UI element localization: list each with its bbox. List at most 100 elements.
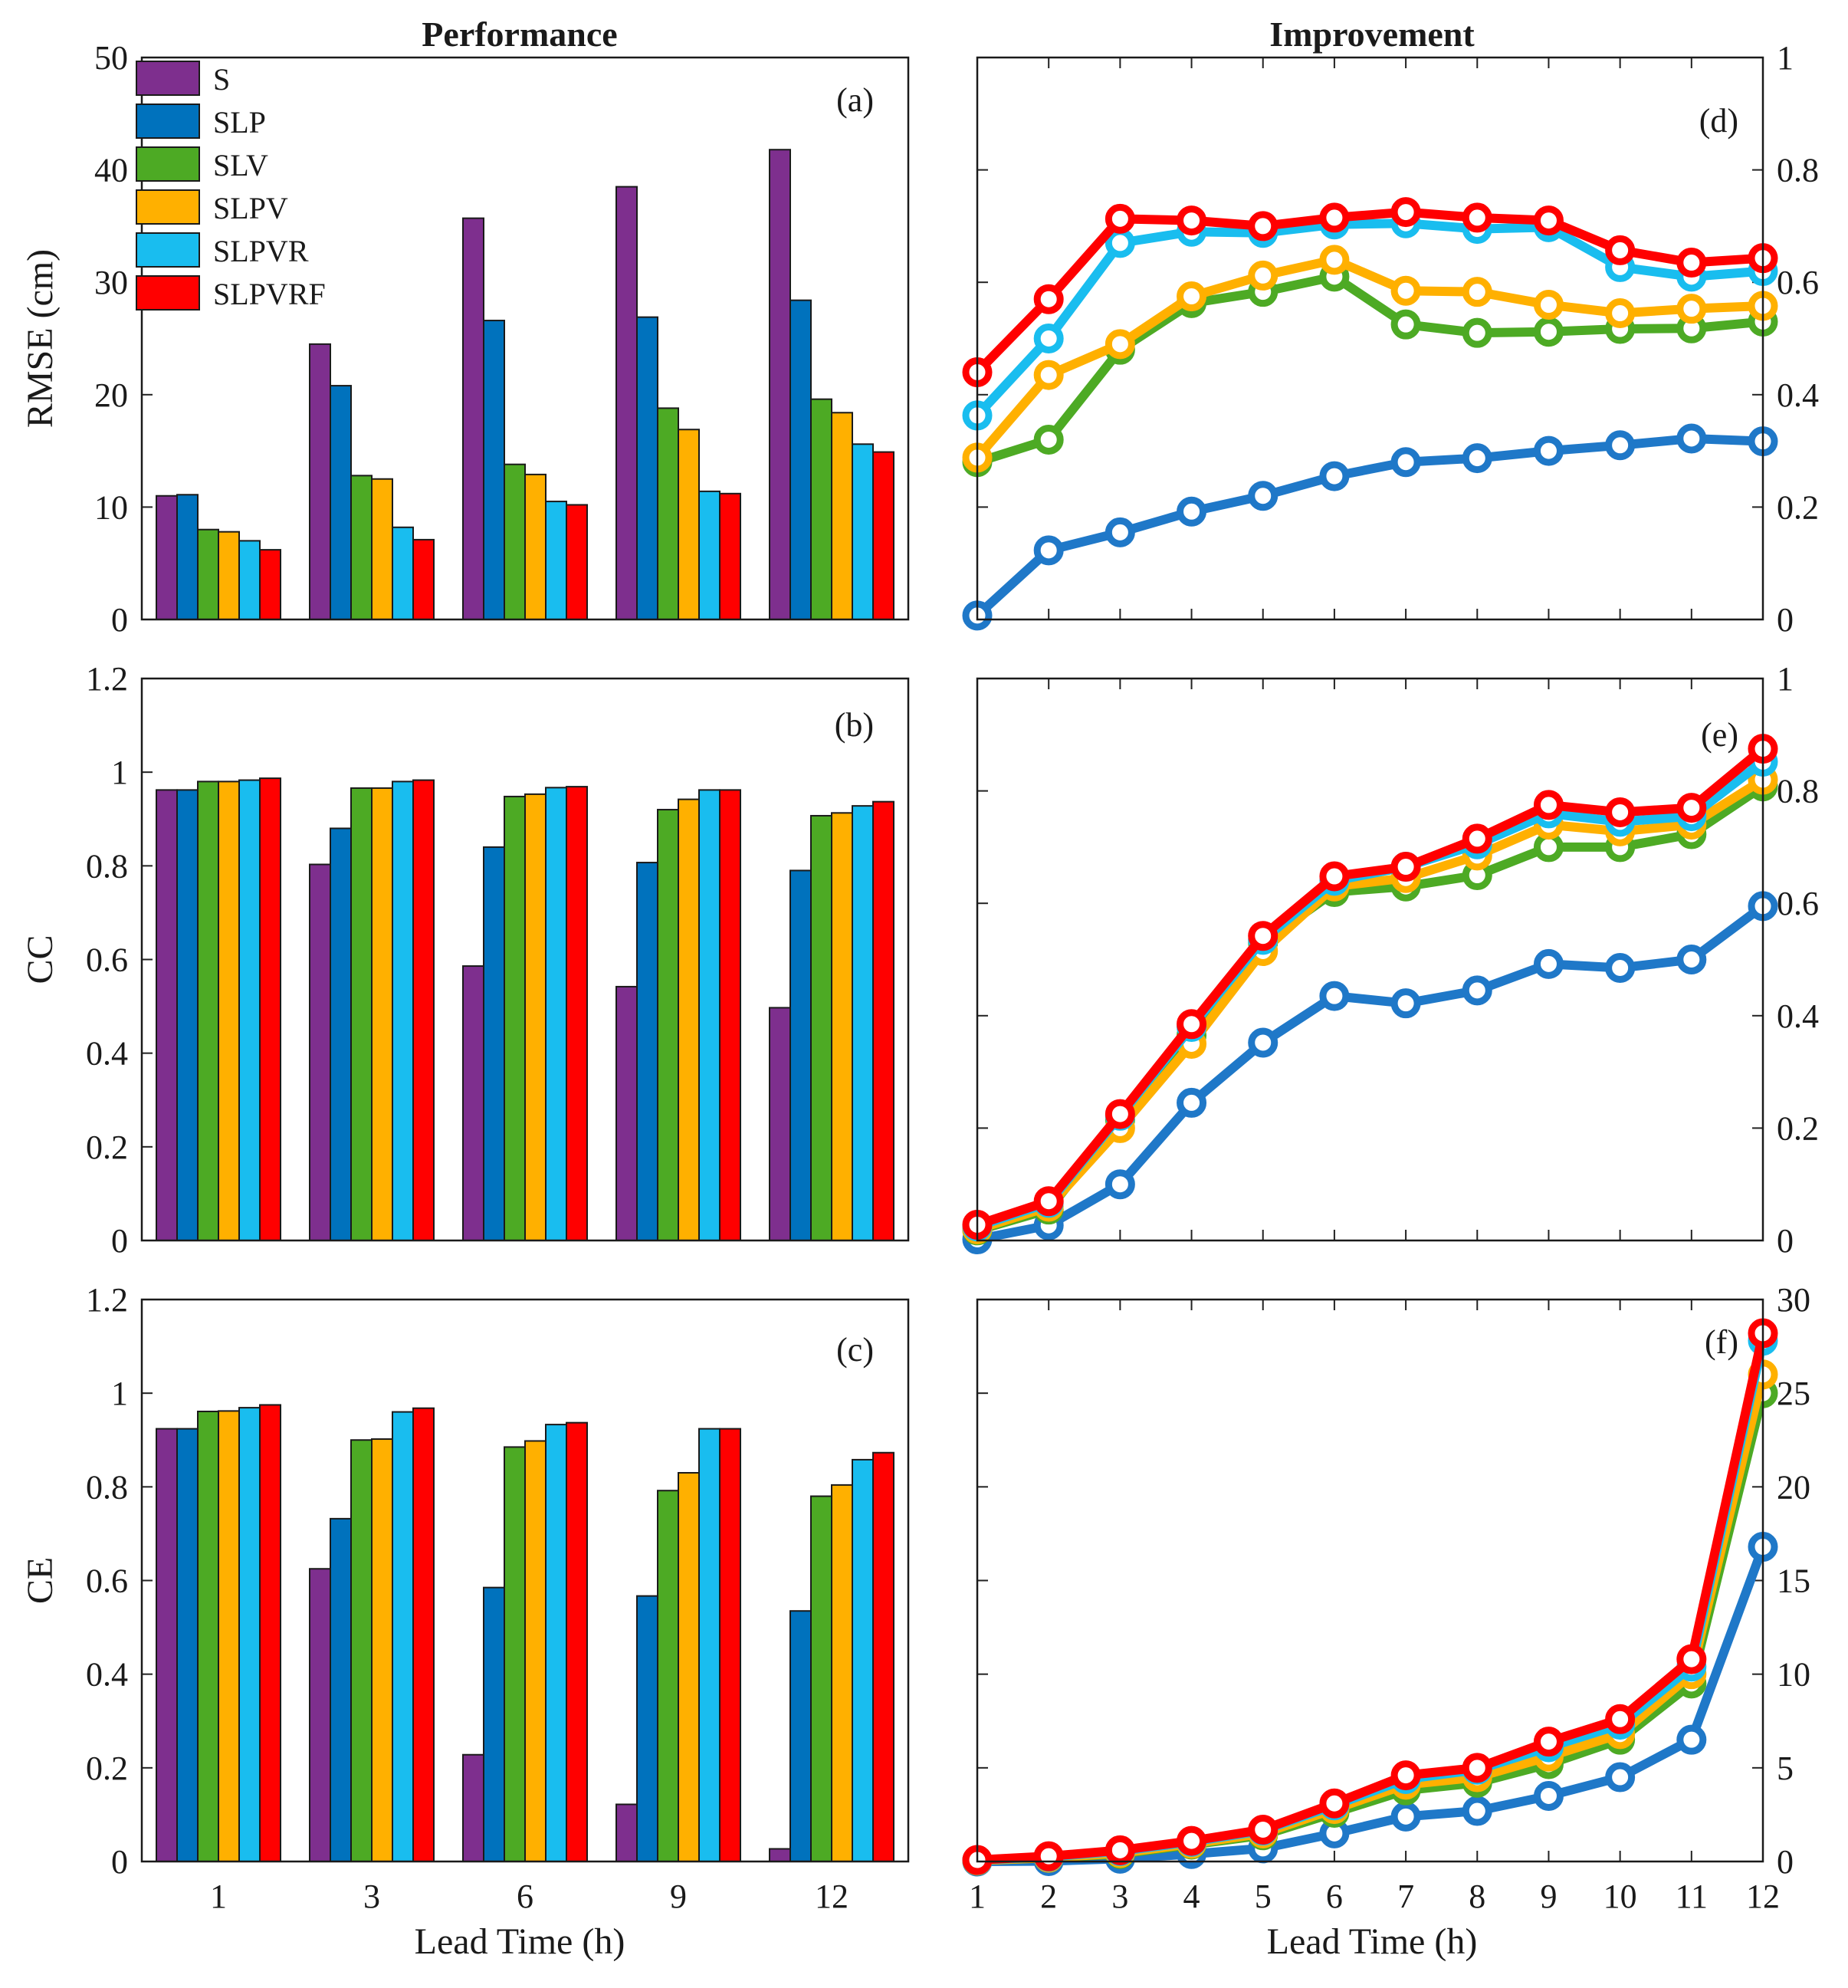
x-tick-label: 1 [969,1878,986,1915]
panel-tag: (b) [835,706,874,744]
bar-slv-9 [657,809,679,1241]
bar-slp-1 [176,1428,199,1862]
legend-swatch-slp [136,104,200,139]
y-tick-label: 0.6 [1777,264,1819,301]
line-slpvrf [977,1332,1768,1865]
point-slpvrf-6 [1319,1788,1350,1819]
y-tick-label: 0.6 [1777,885,1819,922]
bar-slpvrf-1 [259,777,281,1241]
bar-slp-12 [789,869,812,1241]
y-tick-label: 10 [94,488,128,526]
legend-swatch-s [136,61,200,96]
bar-slv-6 [504,795,526,1242]
x-tick-label: 9 [1540,1878,1557,1915]
bar-slpv-9 [678,1472,700,1862]
legend-label-s: S [213,62,230,97]
point-slpvrf-8 [1462,1753,1492,1783]
point-slpvrf-4 [1177,1825,1207,1856]
bar-slv-12 [810,1495,832,1863]
bar-slpvrf-1 [259,549,281,620]
bar-slpvr-6 [545,787,567,1242]
legend-swatch-slv [136,146,200,182]
y-tick-label: 1 [111,1375,128,1412]
point-slpv-6 [1319,245,1350,275]
x-tick-label: 7 [1397,1878,1414,1915]
x-tick-label: 12 [815,1878,849,1915]
bar-slpvr-3 [392,1411,414,1862]
point-slp-6 [1319,461,1350,491]
point-slpv-2 [1033,360,1064,390]
bar-slpvr-12 [852,1458,874,1862]
point-slp-8 [1462,443,1492,474]
bar-slpvrf-3 [412,1407,435,1863]
y-tick-label: 5 [1777,1750,1794,1787]
bar-slp-9 [636,1595,658,1862]
x-tick-label: 5 [1255,1878,1272,1915]
y-tick-label: 10 [1777,1656,1810,1694]
legend-swatch-slpvr [136,232,200,268]
point-slpvrf-9 [1533,1727,1564,1757]
bar-slv-12 [810,814,832,1241]
y-tick-label: 0 [111,1843,128,1881]
line-slv [976,782,1766,1235]
y-tick-label: 1.2 [86,1281,128,1319]
point-slp-3 [1105,517,1135,547]
bar-s-3 [309,343,331,620]
point-slpvrf-4 [1177,205,1207,236]
y-tick-label: 0.6 [86,941,128,979]
bar-s-1 [156,1428,178,1862]
point-slp-7 [1390,1801,1421,1832]
bar-slpvr-12 [852,443,874,621]
bar-s-6 [462,1753,484,1862]
bar-slpvr-6 [545,501,567,620]
bar-slp-3 [330,385,352,620]
bar-slp-3 [330,1517,352,1862]
bar-slpv-12 [831,412,853,620]
point-slp-8 [1462,1796,1492,1826]
point-slpv-3 [1105,329,1135,360]
y-tick-label: 0 [111,1222,128,1260]
point-slp-11 [1676,945,1707,974]
point-slp-10 [1605,1762,1636,1792]
bar-s-3 [309,863,331,1242]
point-slp-5 [1248,1027,1279,1058]
y-tick-label: 1 [1777,39,1794,77]
x-tick-label: 10 [1603,1878,1637,1915]
point-slp-9 [1533,948,1564,979]
point-slp-11 [1676,423,1707,454]
y-tick-label: 15 [1777,1562,1810,1600]
point-slpvrf-10 [1605,1704,1636,1734]
point-slp-3 [1105,1169,1135,1200]
point-slpvrf-7 [1390,852,1421,882]
point-slp-9 [1533,1780,1564,1811]
y-tick-label: 50 [94,39,128,77]
y-tick-label: 40 [94,152,128,189]
point-slpvrf-8 [1462,823,1492,854]
bar-slpvr-9 [698,490,720,620]
y-tick-label: 0.8 [1777,773,1819,810]
bar-s-3 [309,1568,331,1862]
point-slpvrf-11 [1676,248,1707,278]
bar-slpvrf-9 [719,492,741,620]
line-slpvrf [973,207,1764,376]
bar-slpvr-6 [545,1424,567,1862]
bar-slv-1 [197,780,219,1241]
point-slpvrf-10 [1605,797,1636,827]
x-tick-label: 1 [210,1878,227,1915]
point-slp-7 [1390,447,1421,478]
point-slp-4 [1177,496,1207,527]
bar-slp-3 [330,827,352,1241]
point-slp-11 [1676,1724,1707,1755]
x-label-left: Lead Time (h) [415,1921,625,1962]
point-slpvrf-5 [1248,1814,1279,1845]
bar-slpvrf-6 [566,1421,588,1862]
point-slpv-8 [1462,277,1492,307]
bar-s-9 [615,186,638,620]
bar-slpv-6 [524,793,547,1241]
point-slp-6 [1319,981,1350,1011]
bar-slpv-9 [678,798,700,1241]
bar-slpv-3 [371,1438,393,1862]
point-slp-2 [1033,535,1064,566]
